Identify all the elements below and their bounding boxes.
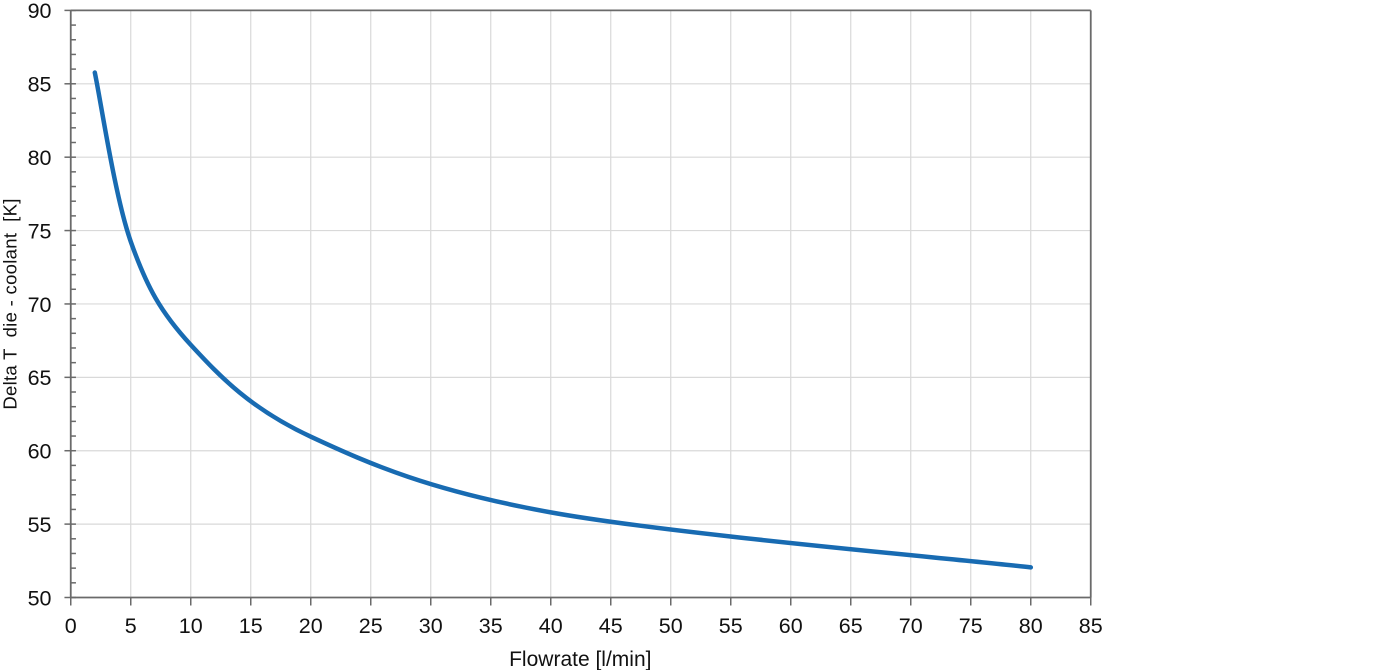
svg-text:65: 65: [28, 366, 52, 390]
svg-text:55: 55: [28, 513, 52, 537]
svg-text:10: 10: [179, 614, 203, 638]
svg-text:50: 50: [28, 586, 52, 610]
svg-text:75: 75: [959, 614, 983, 638]
svg-text:15: 15: [239, 614, 263, 638]
svg-text:5: 5: [125, 614, 137, 638]
svg-text:80: 80: [28, 146, 52, 170]
svg-text:70: 70: [28, 293, 52, 317]
svg-text:45: 45: [599, 614, 623, 638]
svg-text:Delta T die - coolant [K]: Delta T die - coolant [K]: [0, 198, 20, 409]
svg-text:90: 90: [28, 0, 52, 23]
svg-text:60: 60: [28, 440, 52, 464]
svg-text:85: 85: [1079, 614, 1103, 638]
svg-text:35: 35: [479, 614, 503, 638]
svg-text:60: 60: [779, 614, 803, 638]
svg-text:Flowrate [l/min]: Flowrate [l/min]: [509, 648, 651, 670]
svg-text:75: 75: [28, 219, 52, 243]
svg-text:80: 80: [1019, 614, 1043, 638]
svg-text:85: 85: [28, 73, 52, 97]
svg-text:20: 20: [299, 614, 323, 638]
svg-text:25: 25: [359, 614, 383, 638]
svg-text:50: 50: [659, 614, 683, 638]
svg-text:65: 65: [839, 614, 863, 638]
svg-text:30: 30: [419, 614, 443, 638]
svg-text:40: 40: [539, 614, 563, 638]
svg-text:70: 70: [899, 614, 923, 638]
svg-text:0: 0: [65, 614, 77, 638]
svg-text:55: 55: [719, 614, 743, 638]
